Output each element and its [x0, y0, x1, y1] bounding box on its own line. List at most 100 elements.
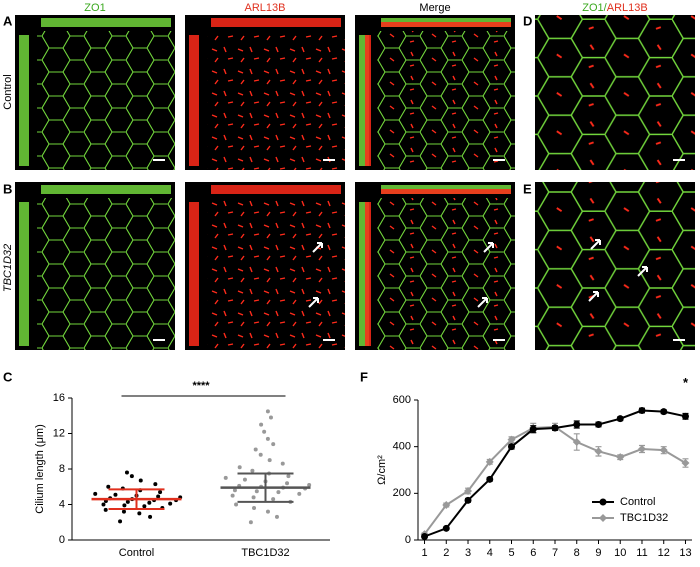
data-point: [122, 503, 127, 508]
data-point: [573, 421, 581, 428]
data-point: [252, 506, 257, 511]
data-point: [223, 475, 228, 480]
data-point: [253, 447, 258, 452]
column-header: ZO1: [84, 2, 105, 14]
data-point: [616, 453, 625, 462]
y-tick-label: 400: [393, 441, 411, 453]
column-header: Merge: [419, 2, 450, 14]
data-point: [637, 445, 646, 453]
orthogonal-view: [189, 35, 199, 166]
y-tick-label: 16: [53, 392, 65, 404]
data-point: [464, 487, 473, 495]
x-tick-label: 6: [530, 547, 536, 559]
micrograph-xy: [377, 31, 515, 170]
micrograph-xy: [207, 31, 345, 170]
x-tick-label: 1: [421, 547, 427, 559]
data-point: [237, 465, 242, 470]
x-tick-label: TBC1D32: [241, 547, 289, 559]
data-point: [638, 407, 646, 414]
y-tick-label: 0: [405, 534, 411, 546]
x-tick-label: 10: [614, 547, 626, 559]
x-tick-label: 9: [595, 547, 601, 559]
panel-label: B: [3, 181, 12, 196]
data-point: [248, 520, 253, 525]
data-point: [265, 509, 270, 514]
x-tick-label: 13: [679, 547, 691, 559]
data-point: [421, 533, 429, 540]
data-point: [464, 496, 472, 504]
data-point: [265, 409, 270, 414]
data-point: [168, 501, 173, 506]
y-axis-label: Cilium length (μm): [34, 424, 46, 513]
data-point: [103, 507, 108, 512]
error-bar: [108, 488, 165, 510]
micrograph: [535, 182, 695, 350]
significance: ****: [192, 380, 210, 392]
column-header: ARL13B: [245, 2, 286, 14]
data-point: [106, 484, 111, 489]
data-point: [276, 490, 281, 495]
data-point: [594, 421, 602, 428]
data-point: [485, 457, 494, 466]
data-point: [262, 429, 267, 434]
data-point: [259, 422, 264, 427]
orthogonal-view: [359, 35, 369, 166]
panel-label: E: [523, 181, 532, 196]
data-point: [137, 511, 142, 516]
orthogonal-view: [19, 35, 29, 166]
data-point: [286, 474, 291, 479]
data-point: [285, 481, 290, 486]
orthogonal-view: [365, 35, 371, 166]
data-point: [616, 415, 624, 423]
data-point: [230, 493, 235, 498]
orthogonal-view: [381, 22, 511, 27]
panel-label: A: [3, 13, 13, 28]
data-point: [124, 470, 129, 475]
data-point: [271, 442, 276, 447]
data-point: [594, 447, 603, 456]
micrograph: [535, 15, 695, 170]
panel-label: D: [523, 13, 532, 28]
orthogonal-view: [41, 185, 171, 194]
data-point: [148, 514, 153, 519]
y-tick-label: 600: [393, 394, 411, 406]
y-tick-label: 12: [53, 427, 65, 439]
data-point: [274, 514, 279, 519]
arrow: [637, 266, 648, 277]
panel-label: F: [360, 369, 368, 384]
data-point: [271, 497, 276, 502]
data-point: [93, 491, 98, 496]
y-tick-label: 8: [59, 463, 65, 475]
orthogonal-view: [211, 185, 341, 194]
header-part: /: [604, 2, 608, 14]
x-tick-label: 11: [636, 547, 647, 559]
micrograph-xy: [377, 198, 515, 350]
y-tick-label: 4: [59, 498, 65, 510]
data-point: [254, 489, 259, 494]
x-tick-label: Control: [119, 547, 154, 559]
data-point: [681, 459, 690, 467]
arrow: [308, 297, 319, 308]
data-point: [529, 425, 537, 433]
data-point: [572, 438, 581, 446]
error-bar: [237, 472, 294, 503]
arrow: [483, 242, 494, 253]
data-point: [153, 482, 158, 487]
y-tick-label: 0: [59, 534, 65, 546]
orthogonal-view: [365, 202, 371, 346]
x-tick-label: 3: [465, 547, 471, 559]
micrograph-xy: [207, 198, 345, 350]
orthogonal-view: [359, 202, 369, 346]
data-point: [265, 436, 270, 441]
data-point: [297, 491, 302, 496]
data-point: [551, 424, 559, 432]
header-part: ARL13B: [607, 2, 648, 14]
data-point: [234, 502, 239, 507]
x-tick-label: 5: [508, 547, 514, 559]
data-point: [267, 458, 272, 463]
x-tick-label: 7: [552, 547, 558, 559]
data-point: [125, 499, 130, 504]
y-axis-label: Ω/cm²: [376, 455, 388, 485]
legend-label: TBC1D32: [620, 512, 668, 524]
orthogonal-view: [19, 202, 29, 346]
